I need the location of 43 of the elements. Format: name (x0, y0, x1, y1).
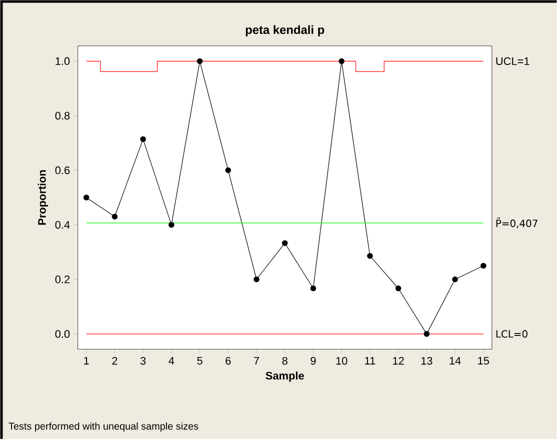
y-tick-label: 0.8 (55, 112, 70, 120)
x-tick-label: 7 (254, 356, 259, 364)
x-tick-label: 3 (140, 356, 146, 365)
point (112, 214, 118, 220)
point (140, 136, 146, 142)
ref-line-label: LCL=0 (496, 330, 528, 338)
point (367, 252, 373, 259)
x-tick-label: 12 (393, 356, 404, 364)
y-tick-label: 1.0 (56, 57, 70, 65)
series-label: UCL=1 (496, 57, 530, 65)
x-tick-label: 6 (226, 356, 231, 365)
point (225, 167, 232, 174)
point (480, 262, 486, 268)
y-axis-title: Proportion (38, 170, 48, 225)
x-axis-title: Sample (266, 371, 304, 382)
point (168, 222, 174, 228)
point (452, 276, 458, 282)
y-tick-label: 0.6 (55, 166, 70, 174)
y-tick-label: 0.4 (55, 220, 70, 229)
x-tick-label: 15 (478, 356, 490, 364)
point (254, 276, 260, 282)
x-tick-label: 1 (84, 356, 89, 364)
y-tick-label: 0.2 (55, 275, 70, 284)
x-tick-label: 5 (197, 356, 202, 364)
x-tick-label: 4 (168, 356, 174, 364)
point (424, 330, 430, 337)
ref-line-label: P̄=0,407 (496, 218, 538, 228)
chart-title: peta kendali p (246, 25, 324, 36)
x-tick-label: 14 (450, 356, 461, 364)
point (282, 240, 288, 246)
point (310, 285, 316, 292)
x-tick-label: 13 (421, 356, 432, 365)
text: Tests performed with unequal sample sizes (8, 422, 198, 432)
x-tick-label: 2 (112, 356, 118, 364)
point (196, 58, 203, 64)
point (83, 194, 90, 200)
x-tick-label: 11 (365, 356, 376, 364)
y-tick-label: 0.0 (55, 330, 70, 338)
point (338, 58, 344, 64)
x-tick-label: 8 (282, 356, 288, 365)
x-tick-label: 10 (336, 356, 348, 365)
x-tick-label: 9 (310, 356, 316, 365)
point (395, 285, 402, 292)
